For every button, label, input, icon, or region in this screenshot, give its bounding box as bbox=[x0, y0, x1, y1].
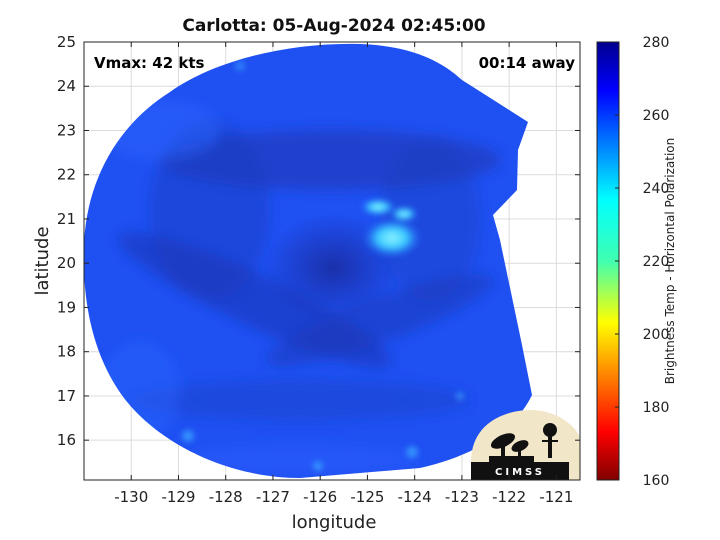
colorbar-tick-label: 160 bbox=[643, 473, 670, 489]
colorbar-tick-label: 280 bbox=[643, 35, 670, 51]
y-tick-label: 22 bbox=[57, 166, 76, 184]
colorbar-tick-label: 180 bbox=[643, 400, 670, 416]
chart-title: Carlotta: 05-Aug-2024 02:45:00 bbox=[182, 16, 485, 36]
x-axis-title: longitude bbox=[292, 512, 377, 533]
logo-tower bbox=[542, 423, 558, 458]
y-tick-label: 18 bbox=[57, 343, 76, 361]
colorbar-tick-label: 260 bbox=[643, 108, 670, 124]
x-tick-label: -130 bbox=[114, 488, 148, 506]
x-tick-label: -123 bbox=[445, 488, 479, 506]
y-tick-label: 20 bbox=[57, 254, 76, 272]
y-tick-label: 17 bbox=[57, 387, 76, 405]
plot-area: Vmax: 42 kts 00:14 away CIMSS bbox=[83, 41, 581, 481]
y-axis-title: latitude bbox=[32, 226, 53, 295]
y-tick-label: 25 bbox=[57, 33, 76, 51]
colorbar-tick-label: 240 bbox=[643, 181, 670, 197]
logo-text: CIMSS bbox=[495, 467, 545, 478]
colorbar-label: Brightness Temp - Horizontal Polarizatio… bbox=[663, 138, 677, 385]
plot-frame bbox=[83, 41, 581, 481]
brightness-temp-swath bbox=[84, 43, 533, 478]
warm-feature bbox=[360, 198, 422, 258]
y-axis: 16 17 18 19 20 21 22 23 24 25 bbox=[57, 33, 580, 449]
x-tick-label: -121 bbox=[539, 488, 573, 506]
x-tick-label: -126 bbox=[303, 488, 337, 506]
y-tick-label: 16 bbox=[57, 431, 76, 449]
edge-specks bbox=[182, 61, 464, 471]
vmax-label: Vmax: 42 kts bbox=[94, 54, 204, 72]
y-tick-label: 19 bbox=[57, 298, 76, 316]
x-axis: -130 -129 -128 -127 -126 -125 -124 -123 -122 -121 bbox=[114, 42, 573, 506]
y-tick-label: 21 bbox=[57, 210, 76, 228]
x-tick-label: -127 bbox=[256, 488, 290, 506]
colorbar-tick-label: 200 bbox=[643, 327, 670, 343]
y-tick-label: 24 bbox=[57, 77, 76, 95]
x-tick-label: -125 bbox=[350, 488, 384, 506]
y-tick-label: 23 bbox=[57, 121, 76, 139]
x-tick-label: -124 bbox=[398, 488, 432, 506]
spiral-bands bbox=[100, 100, 500, 475]
time-away-label: 00:14 away bbox=[479, 54, 576, 72]
logo-satellite-dishes bbox=[489, 433, 534, 463]
x-tick-label: -128 bbox=[209, 488, 243, 506]
x-tick-label: -122 bbox=[492, 488, 526, 506]
x-tick-label: -129 bbox=[161, 488, 195, 506]
cimss-logo: CIMSS bbox=[471, 410, 580, 480]
colorbar-tick-label: 220 bbox=[643, 254, 670, 270]
colorbar: 160 180 200 220 240 260 280 Brightness Temp - … bbox=[596, 35, 677, 489]
colorbar-ticks: 160 180 200 220 240 260 280 bbox=[615, 35, 669, 489]
logo-band bbox=[471, 462, 569, 480]
